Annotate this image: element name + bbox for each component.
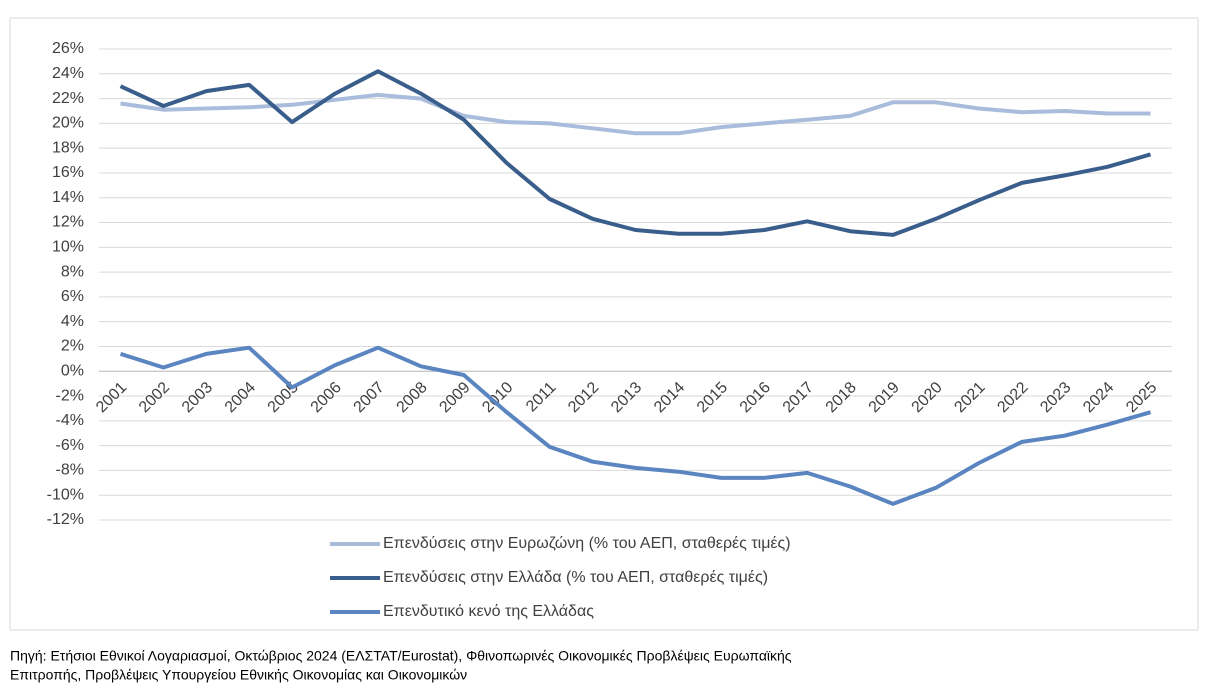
source-note: Επιτροπής, Προβλέψεις Υπουργείου Εθνικής…: [10, 667, 467, 683]
legend-label: Επενδύσεις στην Ελλάδα (% του ΑΕΠ, σταθε…: [383, 569, 768, 586]
y-tick-label: 10%: [52, 239, 84, 256]
legend-label: Επενδυτικό κενό της Ελλάδας: [383, 603, 594, 620]
y-tick-label: 18%: [52, 139, 84, 156]
y-tick-label: -10%: [47, 486, 84, 503]
y-tick-label: 8%: [61, 263, 84, 280]
y-tick-label: -8%: [56, 462, 84, 479]
y-tick-label: -12%: [47, 511, 84, 528]
y-tick-label: 16%: [52, 164, 84, 181]
y-tick-label: 4%: [61, 313, 84, 330]
y-tick-label: 2%: [61, 338, 84, 355]
y-tick-label: 24%: [52, 65, 84, 82]
source-note: Πηγή: Ετήσιοι Εθνικοί Λογαριασμοί, Οκτώβ…: [10, 648, 792, 664]
y-tick-label: 22%: [52, 90, 84, 107]
legend-label: Επενδύσεις στην Ευρωζώνη (% του ΑΕΠ, στα…: [383, 535, 791, 552]
series-line: [119, 69, 1152, 237]
y-tick-label: 14%: [52, 189, 84, 206]
y-tick-label: 0%: [61, 362, 84, 379]
y-tick-label: -2%: [56, 387, 84, 404]
y-tick-label: 12%: [52, 214, 84, 231]
chart-frame: [9, 17, 1199, 631]
y-tick-label: -4%: [56, 412, 84, 429]
series-line: [120, 92, 1151, 136]
series-line: [119, 345, 1152, 506]
y-tick-label: 6%: [61, 288, 84, 305]
y-tick-label: 26%: [52, 40, 84, 57]
y-tick-label: 20%: [52, 115, 84, 132]
y-tick-label: -6%: [56, 437, 84, 454]
